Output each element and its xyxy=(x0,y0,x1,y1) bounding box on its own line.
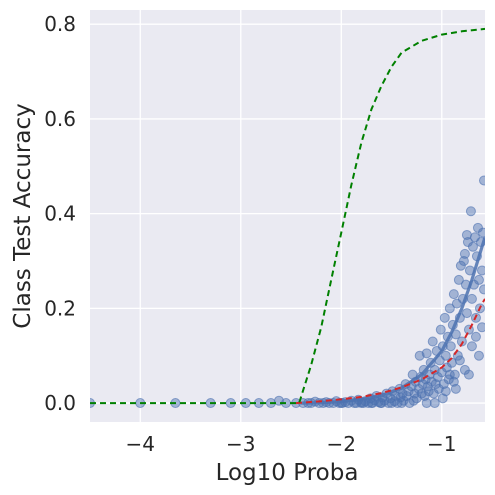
y-tick-label: 0.0 xyxy=(44,391,76,415)
x-tick-labels: −4 −3 −2 −1 xyxy=(126,432,457,456)
scatter-series xyxy=(90,175,485,409)
scatter-point xyxy=(448,289,459,300)
scatter-point xyxy=(449,369,460,380)
scatter-point xyxy=(476,322,485,333)
scatter-point xyxy=(386,398,397,409)
scatter-point xyxy=(461,229,472,240)
scatter-point xyxy=(421,398,432,409)
scatter-point xyxy=(440,350,451,361)
y-tick-label: 0.2 xyxy=(44,296,76,320)
scatter-point xyxy=(463,369,474,380)
scatter-point xyxy=(466,293,477,304)
y-tick-label: 0.4 xyxy=(44,202,76,226)
scatter-point xyxy=(465,206,476,217)
scatter-point xyxy=(421,348,432,359)
red-dashed-line xyxy=(295,298,485,405)
x-tick-label: −2 xyxy=(327,432,356,456)
x-tick-label: −1 xyxy=(427,432,456,456)
x-tick-label: −3 xyxy=(226,432,255,456)
scatter-point xyxy=(473,350,484,361)
fit-line xyxy=(301,236,485,405)
scatter-point xyxy=(444,369,455,380)
x-tick-label: −4 xyxy=(126,432,155,456)
scatter-point xyxy=(470,331,481,342)
y-tick-label: 0.6 xyxy=(44,107,76,131)
scatter-point xyxy=(376,398,387,409)
scatter-point xyxy=(408,395,419,406)
scatter-point xyxy=(459,248,470,259)
scatter-point xyxy=(467,241,478,252)
scatter-point xyxy=(456,336,467,347)
scatter-point xyxy=(476,265,485,276)
scatter-point xyxy=(466,341,477,352)
y-tick-label: 0.8 xyxy=(44,12,76,36)
scatter-point xyxy=(478,175,485,186)
scatter-point xyxy=(423,386,434,397)
scatter-point xyxy=(473,274,484,285)
scatter-point xyxy=(396,398,407,409)
green-dashed-line xyxy=(90,27,485,405)
plot-background xyxy=(90,10,485,422)
scatter-point xyxy=(458,255,469,266)
scatter-point xyxy=(477,227,485,238)
scatter-point xyxy=(366,398,377,409)
scatter-point xyxy=(439,312,450,323)
y-axis-label: Class Test Accuracy xyxy=(10,103,36,328)
line-series xyxy=(90,27,485,405)
scatter-point xyxy=(429,398,440,409)
scatter-point xyxy=(453,274,464,285)
x-axis-label: Log10 Proba xyxy=(216,460,359,486)
scatter-point xyxy=(445,341,456,352)
scatter-point xyxy=(427,336,438,347)
scatter-point xyxy=(461,308,472,319)
y-tick-labels: 0.0 0.2 0.4 0.6 0.8 xyxy=(44,12,76,415)
scatter-point xyxy=(454,355,465,366)
scatter-point xyxy=(435,324,446,335)
scatter-point xyxy=(444,303,455,314)
scatter-point xyxy=(437,393,448,404)
scatter-point xyxy=(450,383,461,394)
scatter-point xyxy=(478,284,485,295)
